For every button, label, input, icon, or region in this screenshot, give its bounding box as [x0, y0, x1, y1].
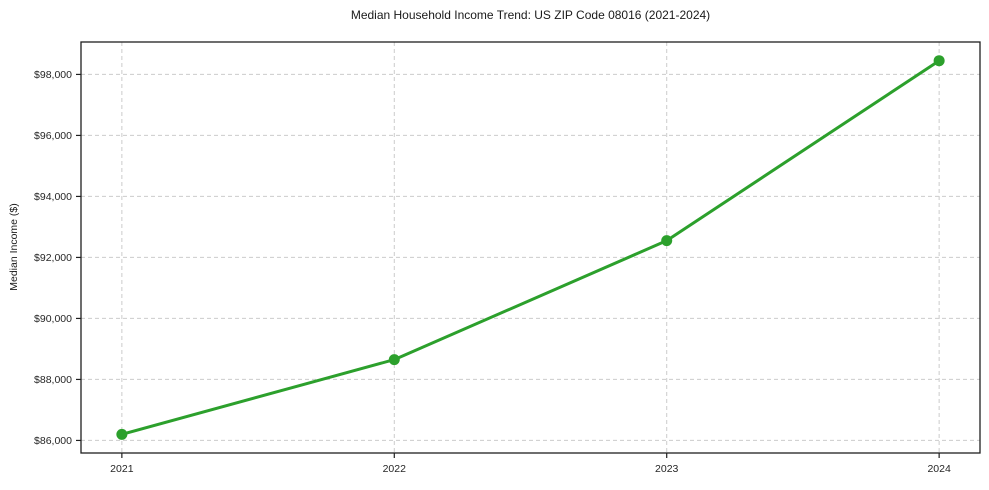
trend-line	[120, 59, 941, 436]
data-point-2024	[933, 55, 945, 67]
x-tick-label: 2021	[110, 463, 134, 475]
y-tick-label: $98,000	[34, 69, 72, 81]
y-tick-label: $96,000	[34, 130, 72, 142]
x-tick-label: 2023	[655, 463, 679, 475]
data-point-2023	[661, 235, 673, 247]
y-tick-label: $86,000	[34, 435, 72, 447]
y-tick-label: $92,000	[34, 252, 72, 264]
data-point-2022	[388, 354, 400, 366]
y-tick-label: $88,000	[34, 374, 72, 386]
data-point-2021	[116, 428, 128, 440]
plot-frame	[80, 41, 981, 454]
y-tick-label: $94,000	[34, 191, 72, 203]
x-tick-label: 2024	[927, 463, 951, 475]
x-tick-label: 2022	[383, 463, 407, 475]
chart-title: Median Household Income Trend: US ZIP Co…	[350, 8, 711, 22]
y-tick-label: $90,000	[34, 313, 72, 325]
